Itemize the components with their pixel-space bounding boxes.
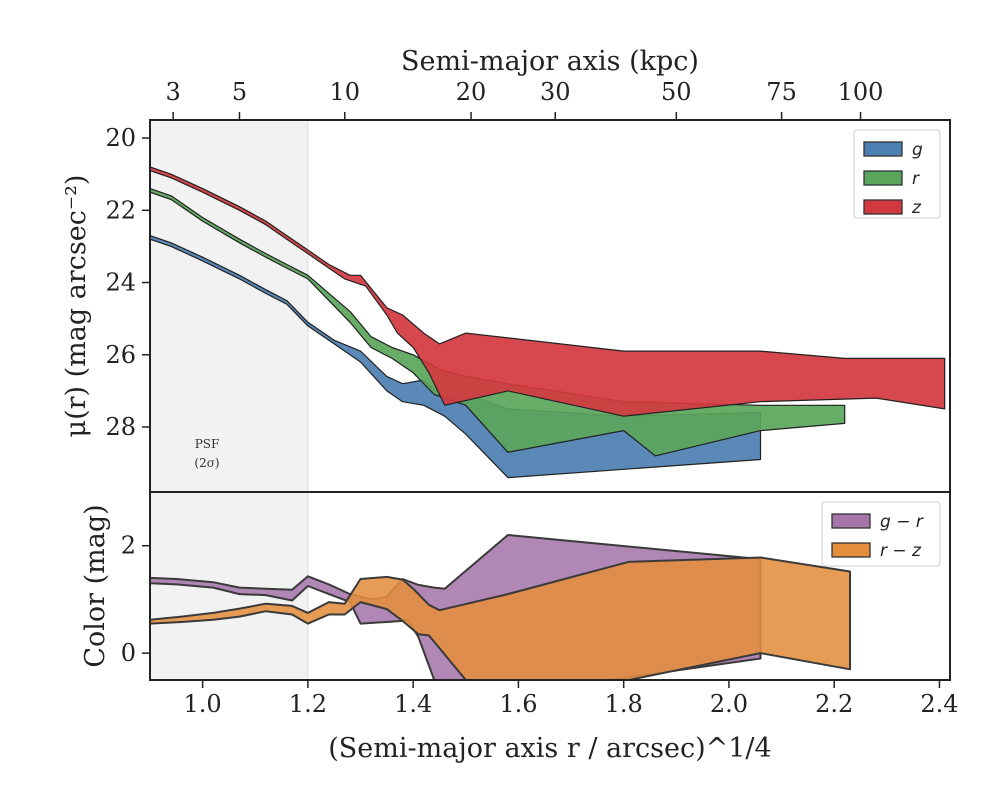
bottom-panel-series — [150, 534, 851, 680]
color-y-tick-label: 2 — [121, 532, 136, 560]
legend-swatch — [831, 542, 871, 558]
legend-swatch — [863, 170, 903, 186]
psf-shaded-region-top — [150, 120, 308, 492]
band-r — [150, 188, 846, 457]
top-tick-label: 30 — [540, 78, 571, 106]
top-panel-series — [150, 166, 946, 479]
legend-label: r − z — [880, 541, 922, 561]
top-tick-label: 100 — [838, 78, 884, 106]
legend-label: z — [911, 198, 922, 218]
top-tick-label: 5 — [232, 78, 247, 106]
bottom-panel-frame — [149, 491, 951, 681]
y-tick-label: 24 — [105, 269, 136, 297]
bottom-panel-legend: g − r r − z — [821, 501, 941, 567]
x-tick-label: 1.2 — [289, 690, 327, 718]
y-tick-label: 28 — [105, 413, 136, 441]
top-tick-label: 10 — [329, 78, 360, 106]
legend-swatch — [863, 199, 903, 215]
x-tick-label: 1.0 — [184, 690, 222, 718]
x-tick-label: 2.2 — [815, 690, 853, 718]
x-tick-label: 1.6 — [499, 690, 537, 718]
legend-label: r — [912, 169, 920, 189]
top-tick-label: 75 — [766, 78, 797, 106]
bottom-axis-title: (Semi-major axis r / arcsec)^1/4 — [328, 733, 771, 764]
band-color-1 — [150, 556, 851, 680]
legend-swatch — [831, 513, 871, 529]
band-z — [150, 166, 946, 417]
top-panel-legend: grz — [853, 129, 941, 219]
top-tick-label: 50 — [661, 78, 692, 106]
x-tick-label: 1.4 — [394, 690, 432, 718]
y-tick-label: 26 — [105, 341, 136, 369]
psf-sigma-label: (2σ) — [194, 456, 219, 470]
x-tick-label: 1.8 — [605, 690, 643, 718]
top-tick-label: 3 — [166, 78, 181, 106]
psf-label: PSF — [195, 437, 220, 451]
x-tick-label: 2.4 — [920, 690, 958, 718]
x-tick-label: 2.0 — [710, 690, 748, 718]
axis-ticks: 20 22 24 26 28 3 5 10 20 30 50 75 100 0 2 1.0 1.2 1.4 1.6 1… — [105, 78, 958, 718]
bottom-panel-y-axis-title: Color (mag) — [80, 504, 111, 667]
legend-label: g — [912, 140, 923, 160]
y-tick-label: 22 — [105, 196, 136, 224]
legend-label: g − r — [880, 512, 924, 532]
top-panel-y-axis-title: μ(r) (mag arcsec⁻²) — [61, 175, 92, 438]
color-y-tick-label: 0 — [121, 639, 136, 667]
top-tick-label: 20 — [456, 78, 487, 106]
legend-swatch — [863, 141, 903, 157]
y-tick-label: 20 — [105, 124, 136, 152]
top-axis-title: Semi-major axis (kpc) — [401, 46, 699, 77]
